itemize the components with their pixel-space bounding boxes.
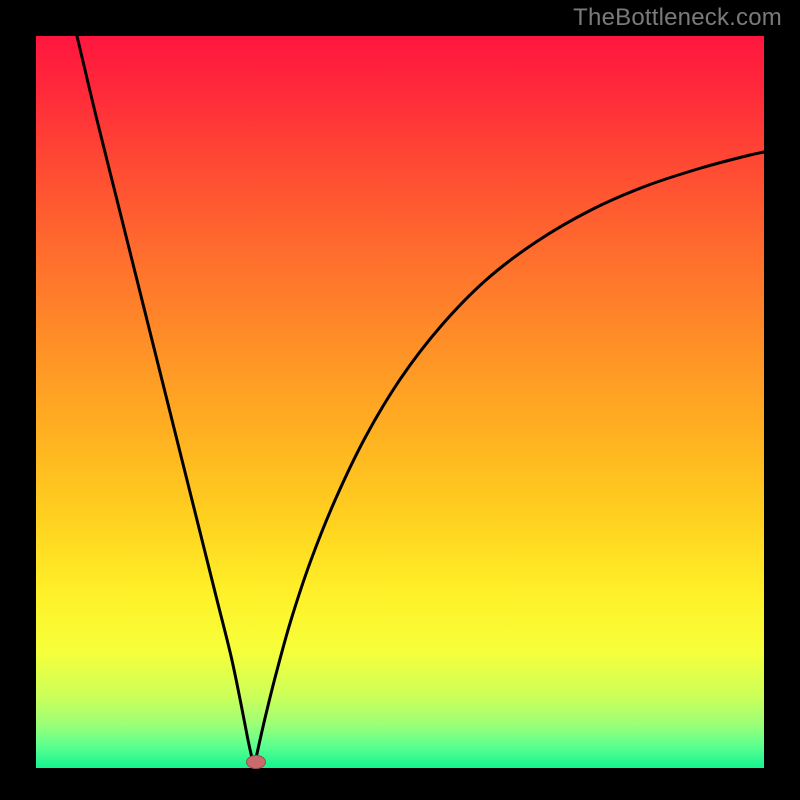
- bottleneck-curve: [36, 36, 764, 768]
- chart-frame: TheBottleneck.com: [0, 0, 800, 800]
- watermark-text: TheBottleneck.com: [573, 4, 782, 32]
- curve-path: [77, 36, 764, 765]
- min-marker: [246, 755, 266, 769]
- plot-area: [36, 36, 764, 768]
